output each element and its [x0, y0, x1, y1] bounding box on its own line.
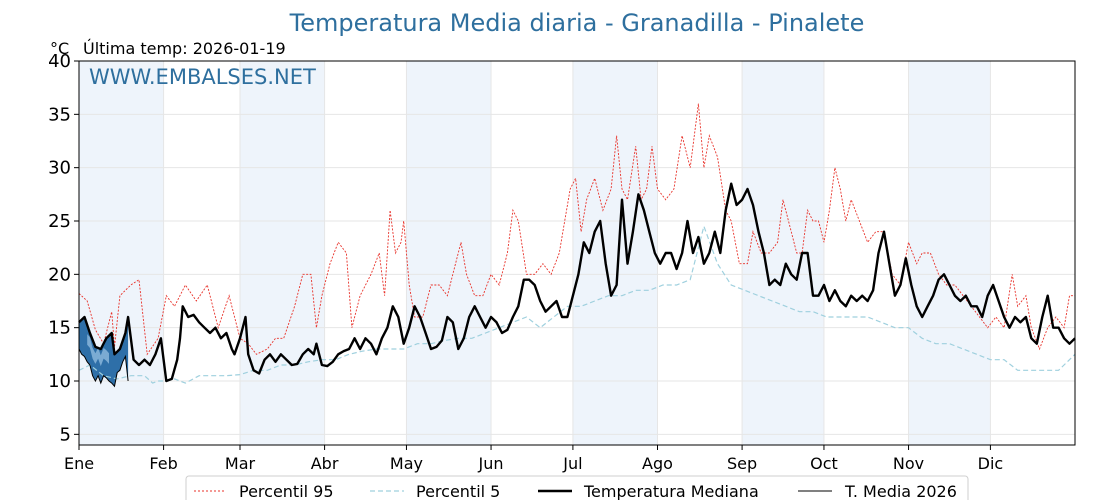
- legend-box: [185, 475, 969, 500]
- x-tick-label-abr: Abr: [311, 454, 339, 473]
- series-temperatura-mediana: [78, 182, 1076, 383]
- x-axis: Ene Feb Mar Abr May Jun Jul Ago Sep Oct Nov Dic: [64, 445, 1003, 473]
- y-tick-label: 10: [48, 371, 71, 392]
- x-tick-label-dic: Dic: [978, 454, 1004, 473]
- month-shade-mar: [239, 61, 325, 445]
- month-shade-sep: [742, 61, 824, 445]
- x-tick-label-sep: Sep: [727, 454, 757, 473]
- legend-p95-label: Percentil 95: [239, 482, 334, 500]
- month-shade-may: [406, 61, 492, 445]
- month-shading: [79, 61, 991, 445]
- legend: Percentil 95 Percentil 5 Temperatura Med…: [185, 475, 969, 500]
- x-tick-label-nov: Nov: [893, 454, 924, 473]
- plot-frame: [78, 60, 1076, 446]
- y-tick-label: 35: [48, 104, 71, 125]
- x-tick-label-feb: Feb: [149, 454, 177, 473]
- current-year-fill-light: [87, 334, 109, 367]
- series-percentil-5: [78, 224, 1076, 384]
- y-tick-label: 5: [60, 424, 71, 445]
- month-shade-ene: [79, 61, 164, 445]
- x-tick-label-mar: Mar: [225, 454, 256, 473]
- legend-median-label: Temperatura Mediana: [583, 482, 759, 500]
- series-t-media-2026: [78, 348, 129, 388]
- x-tick-label-jun: Jun: [478, 454, 504, 473]
- y-tick-label: 40: [48, 51, 71, 72]
- y-tick-label: 25: [48, 211, 71, 232]
- month-shade-nov: [908, 61, 991, 445]
- y-axis: 5 10 15 20 25 30 35 40: [48, 51, 79, 445]
- unit-label: °C: [50, 39, 69, 58]
- x-tick-label-jul: Jul: [562, 454, 582, 473]
- legend-p5-label: Percentil 5: [416, 482, 500, 500]
- x-tick-label-ago: Ago: [642, 454, 673, 473]
- legend-current-label: T. Media 2026: [844, 482, 957, 500]
- y-tick-label: 30: [48, 158, 71, 179]
- y-tick-label: 15: [48, 318, 71, 339]
- x-tick-label-ene: Ene: [64, 454, 94, 473]
- x-tick-label-oct: Oct: [810, 454, 838, 473]
- series-layer: [78, 103, 1076, 388]
- x-tick-label-may: May: [390, 454, 423, 473]
- y-tick-label: 20: [48, 264, 71, 285]
- chart-title: Temperatura Media diaria - Granadilla - …: [289, 9, 865, 37]
- watermark: WWW.EMBALSES.NET: [89, 65, 316, 89]
- last-temp-label: Última temp: 2026-01-19: [83, 39, 286, 58]
- month-shade-jul: [572, 61, 658, 445]
